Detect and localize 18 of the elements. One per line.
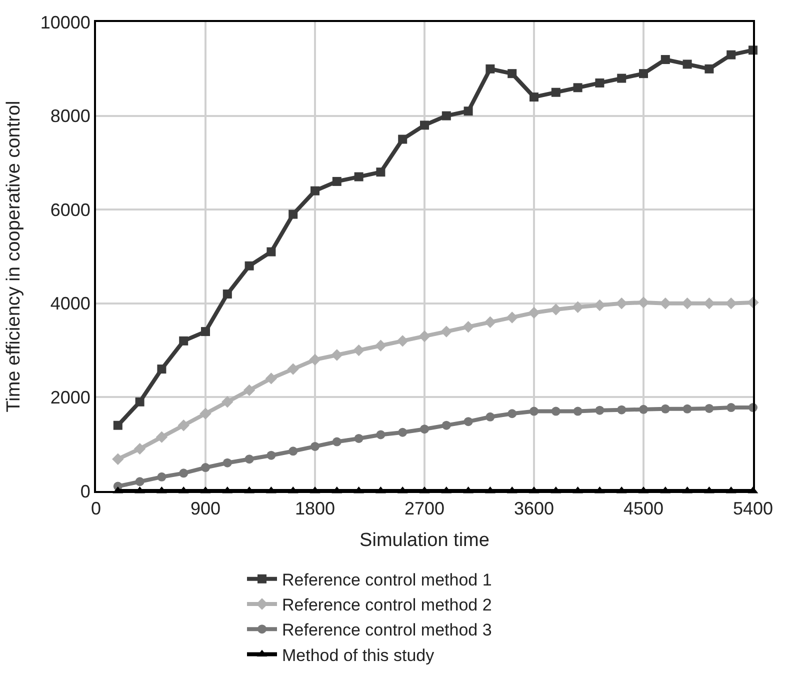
y-axis-title: Time efficiency in cooperative control [4,100,25,412]
y-tick-label: 8000 [50,106,90,126]
y-tick-label: 2000 [50,388,90,408]
y-tick-label: 4000 [50,294,90,314]
x-tick-label: 3600 [514,498,554,519]
legend-label: Method of this study [282,646,435,665]
x-tick-label: 4500 [623,498,664,519]
x-axis-title: Simulation time [360,530,490,551]
y-tick-label: 6000 [50,200,90,220]
y-tick-label: 0 [80,481,90,502]
y-tick-label: 10000 [40,12,90,32]
legend-label: Reference control method 1 [282,570,492,590]
legend-label: Reference control method 3 [282,620,492,640]
legend-label: Reference control method 2 [282,596,492,615]
x-tick-label: 5400 [732,498,774,519]
x-tick-label: 900 [190,498,221,519]
x-tick-label: 2700 [404,498,445,519]
x-tick-label: 1800 [294,498,336,519]
